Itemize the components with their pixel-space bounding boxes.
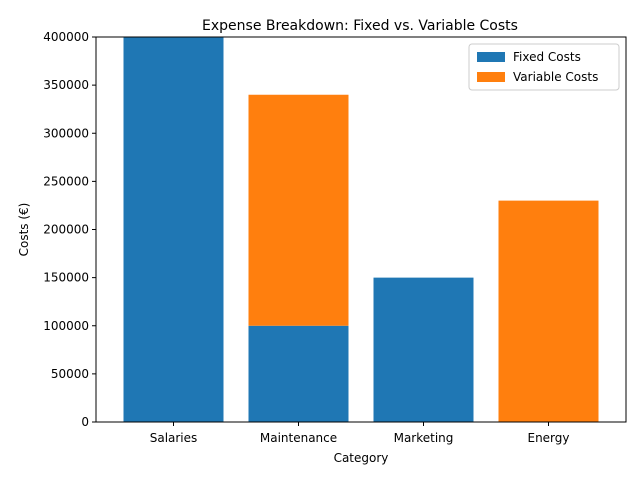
legend-swatch — [477, 72, 505, 82]
x-tick-label: Energy — [527, 431, 569, 445]
legend-label: Fixed Costs — [513, 50, 581, 64]
x-axis-label: Category — [334, 451, 389, 465]
legend-label: Variable Costs — [513, 70, 598, 84]
y-tick-label: 50000 — [51, 367, 89, 381]
y-tick-label: 350000 — [43, 78, 89, 92]
legend: Fixed Costs Variable Costs — [468, 43, 620, 91]
bar-maintenance-fixed — [248, 325, 349, 422]
y-tick-label: 0 — [81, 415, 89, 429]
y-tick-label: 100000 — [43, 319, 89, 333]
y-tick-label: 250000 — [43, 174, 89, 188]
chart-title: Expense Breakdown: Fixed vs. Variable Co… — [202, 18, 518, 34]
bar-maintenance-variable — [248, 94, 349, 326]
bars-group — [123, 37, 599, 422]
bar-marketing-fixed — [373, 277, 474, 422]
y-axis-ticks: 0 50000 100000 150000 200000 250000 300000 3500… — [43, 30, 96, 429]
legend-box — [468, 43, 620, 91]
x-tick-label: Maintenance — [260, 431, 337, 445]
plot-frame — [95, 36, 627, 423]
bar-energy-variable — [498, 200, 599, 422]
y-tick-label: 150000 — [43, 271, 89, 285]
bar-salaries-fixed — [123, 37, 224, 422]
x-axis-ticks: Salaries Maintenance Marketing Energy — [150, 422, 570, 445]
x-tick-label: Marketing — [394, 431, 454, 445]
y-tick-label: 200000 — [43, 223, 89, 237]
y-axis-label: Costs (€) — [17, 203, 31, 257]
legend-swatch — [477, 52, 505, 62]
y-tick-label: 300000 — [43, 126, 89, 140]
y-tick-label: 400000 — [43, 30, 89, 44]
x-tick-label: Salaries — [150, 431, 198, 445]
